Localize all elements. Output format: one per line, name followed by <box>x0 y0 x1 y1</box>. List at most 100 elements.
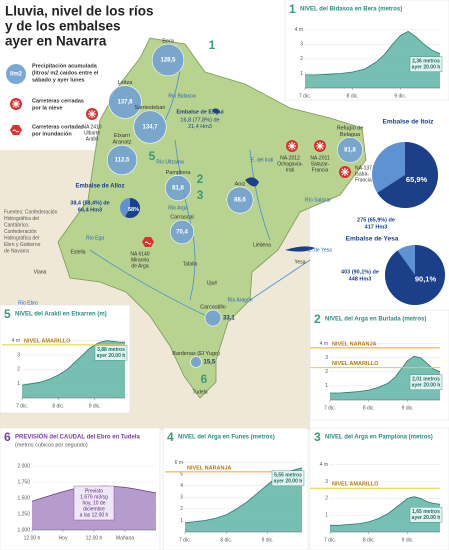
reservoir-title: Embalse de Alloz <box>75 184 124 190</box>
place-label: Viana <box>34 269 47 275</box>
road-label: NA 2410 <box>82 124 101 130</box>
precipitation-label: 70,4 <box>176 230 188 236</box>
chart-title: NIVEL del Arga en Pamplona (metros) <box>325 435 433 441</box>
annotation-box <box>409 56 443 72</box>
x-tick-label: 12.00 h <box>86 535 103 541</box>
y-tick-label: 1.250 <box>17 511 30 517</box>
x-tick-label: 8 dic. <box>363 537 375 543</box>
y-tick-label: 1.000 <box>17 527 30 533</box>
place-label: E. del Irati <box>251 157 274 163</box>
pie-label: 58% <box>128 207 139 213</box>
precipitation-circle <box>204 309 222 327</box>
reservoir-detail: 16,8 (77,8%) de <box>180 117 219 123</box>
chart-number: 4 <box>167 430 174 444</box>
reservoir-detail: 403 (90,1%) de <box>341 269 379 275</box>
road-label: Francia <box>355 177 372 183</box>
sources: Fuentes: Confederación <box>4 209 58 215</box>
precipitation-circle <box>106 144 138 176</box>
chart-title: PREVISIÓN del CAUDAL del Ebro en Tudela <box>15 433 140 441</box>
y-tick-label: 1.500 <box>17 495 30 501</box>
annotation: hoy, 10 de <box>83 500 106 506</box>
legend-text: Precipitación acumulada <box>32 63 98 69</box>
x-tick-label: 9 dic. <box>89 403 101 409</box>
chart-number: 1 <box>289 2 296 16</box>
chart-title: NIVEL del Arga en Funes (metros) <box>178 435 275 441</box>
precipitation-label: 137,8 <box>117 100 133 106</box>
legend-text: por la nieve <box>32 105 63 111</box>
annotation-box <box>73 485 115 521</box>
road-label: NA 6140 <box>130 251 149 257</box>
sources: Hidrográfica del <box>4 235 39 241</box>
place-label: Refugio de <box>337 125 364 131</box>
zone-number: 1 <box>209 38 216 52</box>
flood-icon-mark <box>144 241 152 245</box>
y-tick-label: 4 m <box>12 338 20 344</box>
place-label: Belagua <box>340 132 361 138</box>
x-tick-label: 8 dic. <box>363 405 375 411</box>
title: y de los embalses <box>5 19 121 34</box>
reservoir-detail: 448 Hm3 <box>349 276 372 282</box>
place-label: Santesteban <box>135 105 166 111</box>
precipitation-circle <box>226 186 254 214</box>
x-tick-label: 9 dic. <box>394 93 406 99</box>
place-label: Río Ega <box>86 235 104 241</box>
annotation: ayer 20.00 h <box>97 353 126 359</box>
annotation-box <box>409 507 443 523</box>
legend-text: Carreteras cortadas <box>32 124 84 130</box>
sources: Confederación <box>4 229 37 235</box>
threshold-label: NIVEL AMARILLO <box>24 338 71 344</box>
x-tick-label: 8 dic. <box>52 403 64 409</box>
place-label: Tafalla <box>183 261 198 267</box>
chart-number: 2 <box>314 312 321 326</box>
chart-subtitle: (metros cúbicos por segundo) <box>15 442 88 448</box>
place-label: Carcastillo <box>200 304 226 310</box>
place-label: E. de Yesa <box>308 247 332 253</box>
annotation: ayer 20.00 h <box>412 65 441 71</box>
reservoir-detail: 66,4 Hm3 <box>78 207 102 213</box>
road-label: Mirarela <box>131 257 149 263</box>
road-label: NA-137 <box>355 165 372 171</box>
y-tick-label: 3 <box>17 352 20 358</box>
zone-number: 3 <box>197 188 204 202</box>
annotation-box <box>94 345 128 361</box>
threshold-label: NIVEL AMARILLO <box>332 482 379 488</box>
x-tick-label: Hoy <box>59 535 68 541</box>
area <box>330 496 440 532</box>
y-tick-label: 6 m <box>175 460 183 466</box>
precipitation-circle <box>169 219 195 245</box>
y-tick-label: 3 <box>180 495 183 501</box>
y-tick-label: 4 m <box>320 462 328 468</box>
y-tick-label: 2 <box>180 506 183 512</box>
annotation: 1.676 m3/sg <box>80 494 108 500</box>
y-tick-label: 1 <box>325 513 328 519</box>
place-label: Pamplona <box>166 170 192 176</box>
place-label: Aoiz <box>235 181 246 187</box>
zone-number: 6 <box>201 372 208 386</box>
chart-number: 5 <box>4 307 11 321</box>
place-label: Tudela <box>192 389 207 395</box>
annotation: 2,01 metros <box>412 377 440 383</box>
flood-icon-mark <box>12 129 20 133</box>
line <box>305 30 441 76</box>
precipitation-circle <box>151 43 185 77</box>
precipitation-circle <box>108 85 142 119</box>
pie-slice <box>385 245 446 305</box>
precipitation-label: 128,5 <box>160 58 176 64</box>
x-tick-label: 7 dic. <box>324 405 336 411</box>
reservoir-title: Embalse de Itoiz <box>383 119 435 126</box>
place-label: Río Aragón <box>227 297 252 303</box>
y-tick-label: 1 <box>325 383 328 389</box>
title: ayer en Navarra <box>5 34 107 49</box>
y-tick-label: 3 <box>325 355 328 361</box>
road-label: NA-2012 <box>280 155 300 161</box>
road-label: NA-2011 <box>310 155 330 161</box>
annotation-box <box>409 374 443 390</box>
y-tick-label: 1 <box>17 381 20 387</box>
x-tick-label: 9 dic. <box>262 537 274 543</box>
snow-icon-mark <box>88 110 96 118</box>
precipitation-label: 81,8 <box>172 186 184 192</box>
zone-number: 5 <box>149 149 156 163</box>
x-tick-label: 7 dic. <box>179 537 191 543</box>
reservoir-detail: 21,4 Hm3 <box>188 124 212 130</box>
y-tick-label: 2 <box>325 369 328 375</box>
